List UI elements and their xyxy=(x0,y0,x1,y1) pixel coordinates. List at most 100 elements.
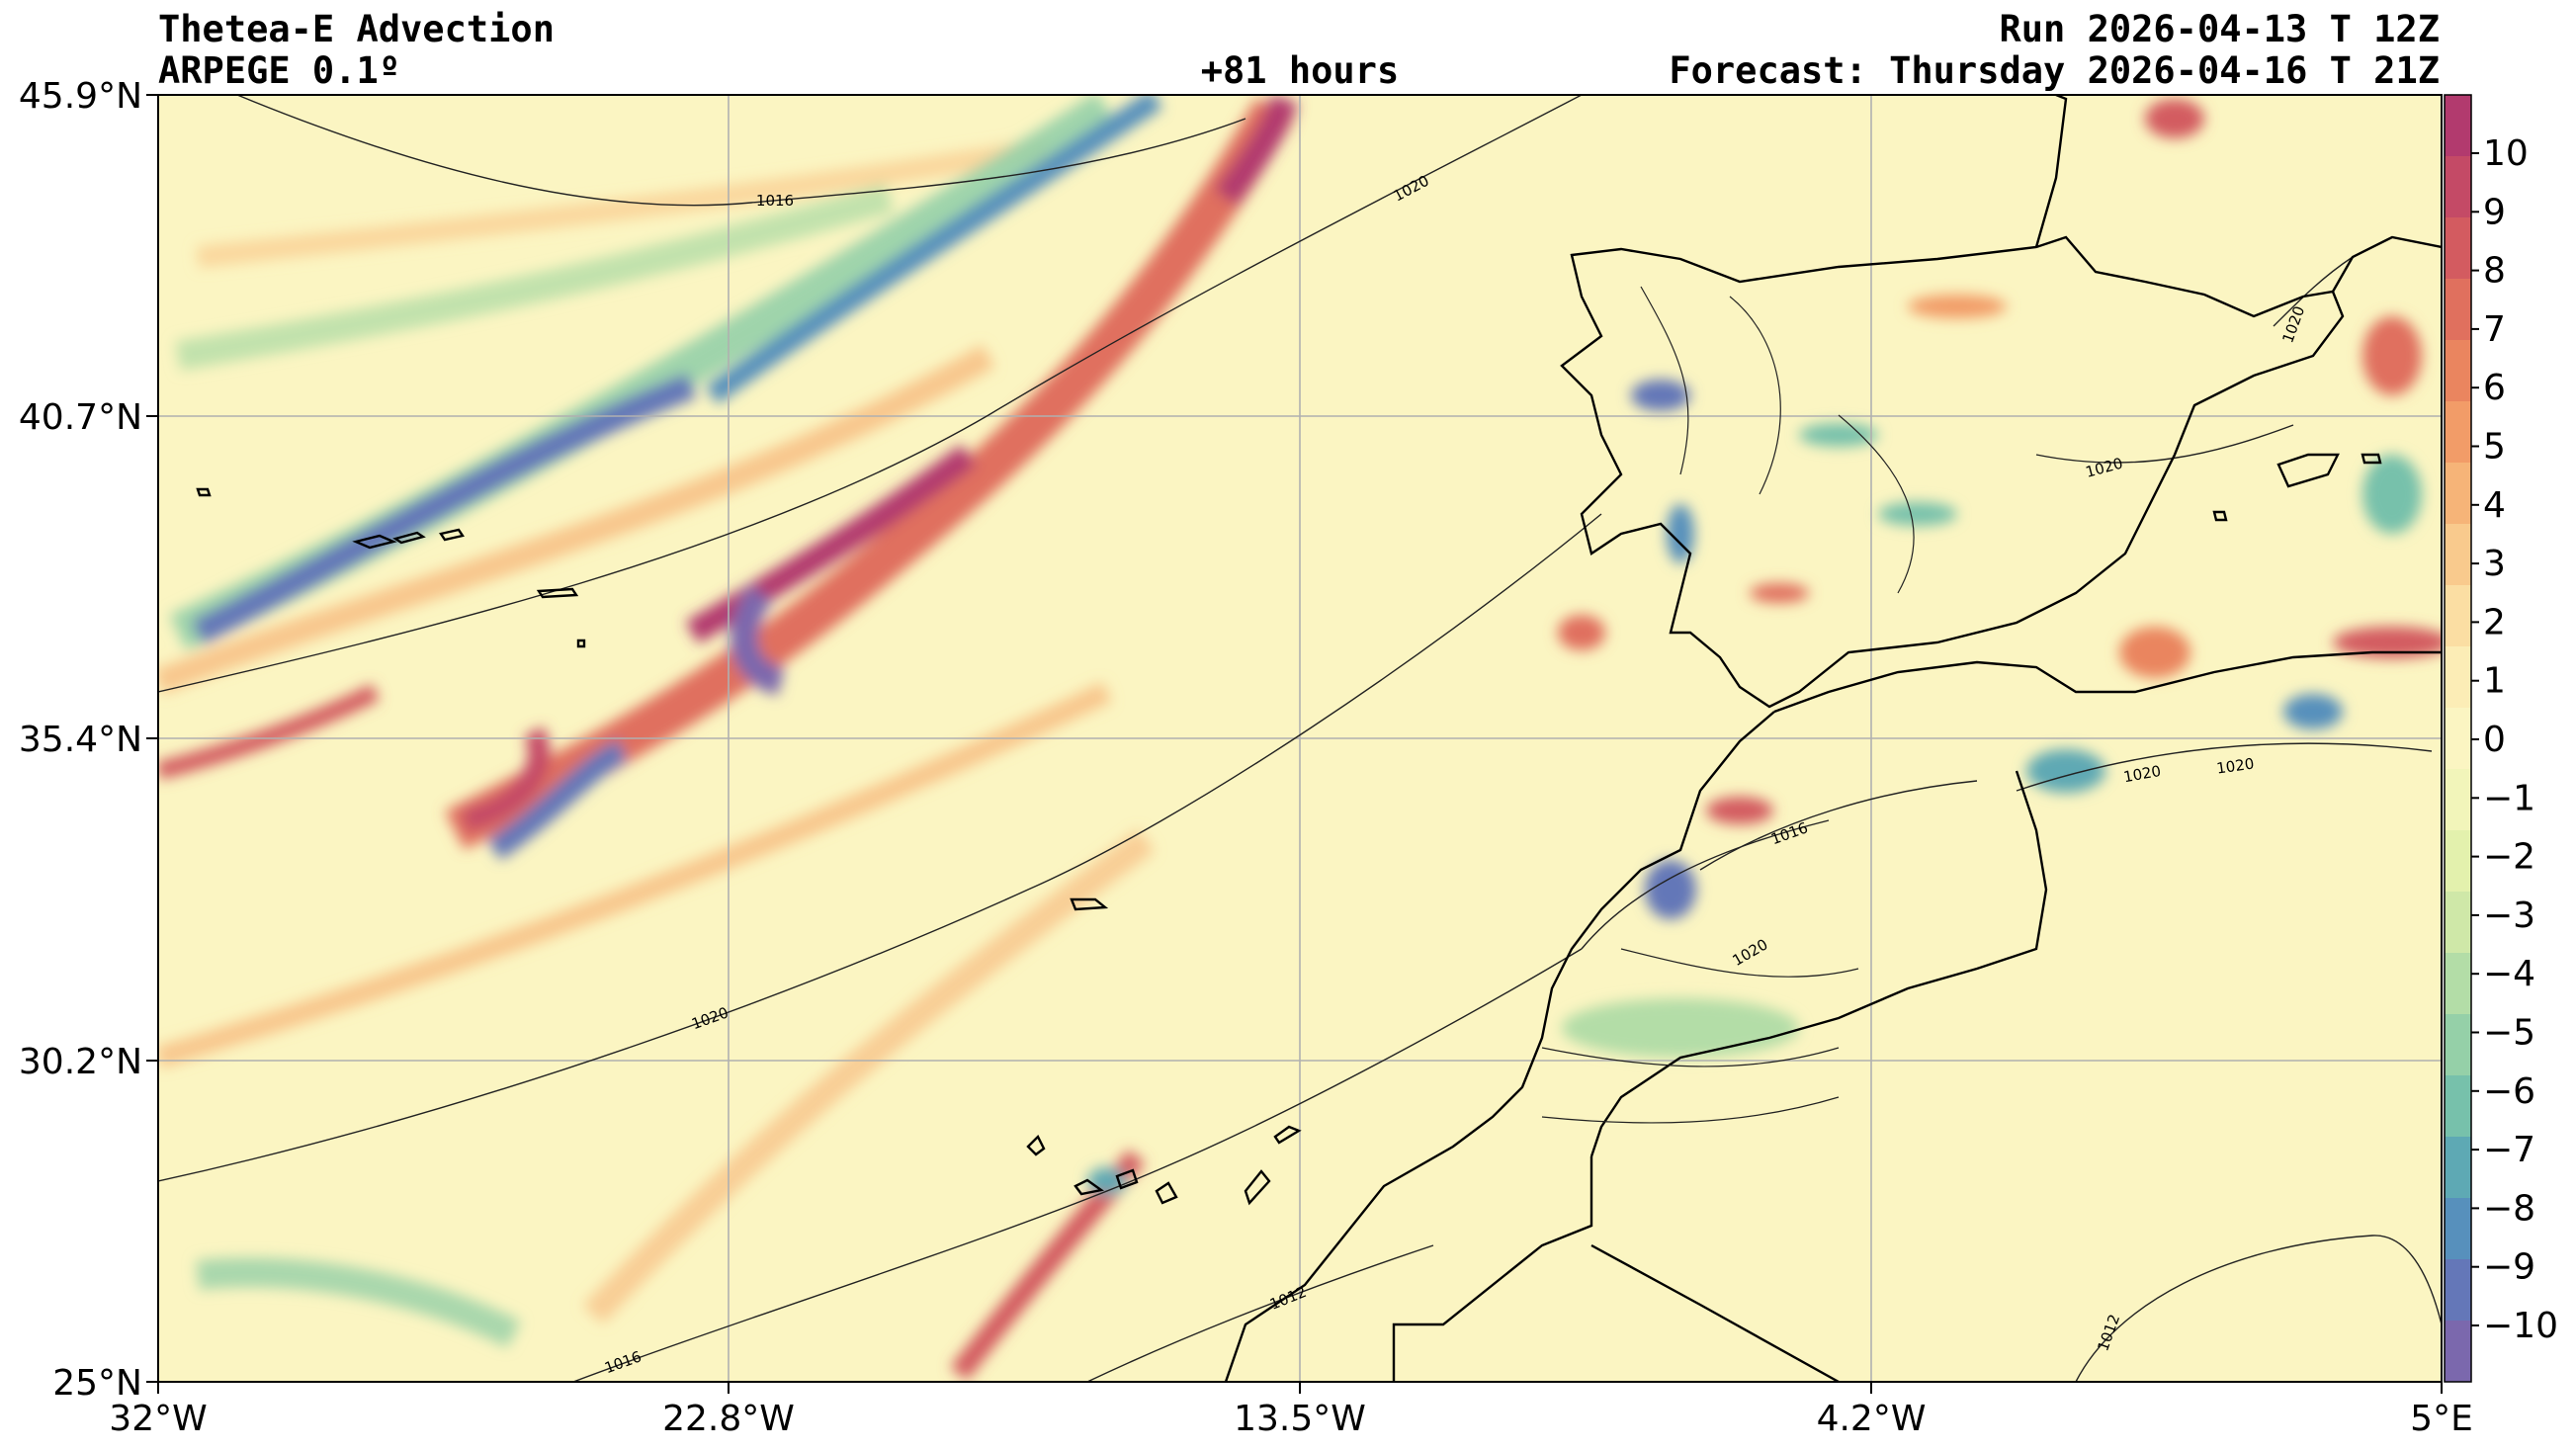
colorbar-swatches xyxy=(2445,95,2471,1383)
cool-cell xyxy=(2362,455,2422,534)
colorbar-label: 6 xyxy=(2483,368,2506,408)
cool-band xyxy=(196,1257,521,1348)
cool-cell xyxy=(1631,380,1690,411)
colorbar-label: −10 xyxy=(2483,1306,2558,1346)
colorbar-swatch xyxy=(2445,1014,2471,1076)
north-africa-coast xyxy=(1224,711,1775,1382)
cool-cell xyxy=(1645,860,1696,919)
isobar-label: 1016 xyxy=(756,192,794,210)
colorbar-label: 4 xyxy=(2483,485,2506,526)
colorbar-swatch xyxy=(2445,279,2471,341)
balearic-islands xyxy=(2212,453,2382,522)
graticule xyxy=(158,95,2442,1382)
cool-band xyxy=(705,95,1163,404)
azores-islands xyxy=(196,487,586,648)
warm-cell xyxy=(2119,627,2190,678)
warm-eddy xyxy=(462,726,551,831)
lon-tick-label: 13.5°W xyxy=(1234,1399,1366,1439)
colorbar-swatch xyxy=(2445,1259,2471,1322)
morocco-algeria-border xyxy=(1589,770,2048,1157)
iberia-coast xyxy=(1560,235,2345,709)
france-coast xyxy=(2331,235,2442,293)
warm-cell xyxy=(2362,316,2422,395)
inner-borders xyxy=(1541,286,1915,1124)
map-title: Thetea-E Advection xyxy=(158,8,555,50)
lat-tick-label: 25°N xyxy=(52,1363,142,1404)
advection-field xyxy=(158,95,2442,1381)
cool-band xyxy=(175,183,895,371)
cool-cell xyxy=(1878,502,1957,526)
warm-band xyxy=(582,828,1156,1324)
isobars xyxy=(158,95,2442,1382)
colorbar-label: 1 xyxy=(2483,661,2506,702)
lon-tick-label: 4.2°W xyxy=(1817,1399,1927,1439)
lon-tick-label: 5°E xyxy=(2410,1399,2473,1439)
colorbar-swatch xyxy=(2445,95,2471,157)
colorbar-label: −7 xyxy=(2483,1130,2535,1170)
colorbar-label: −9 xyxy=(2483,1247,2535,1288)
coastlines xyxy=(196,95,2442,1382)
cool-cell xyxy=(2283,694,2343,729)
warm-cell xyxy=(1706,797,1773,824)
colorbar-frame xyxy=(2444,94,2472,1383)
canary-islands xyxy=(1026,1125,1302,1206)
lat-tick-label: 40.7°N xyxy=(19,397,142,438)
colorbar-swatch xyxy=(2445,585,2471,647)
cool-band xyxy=(1562,998,1799,1058)
madeira-islands xyxy=(1070,897,1109,911)
colorbar-label: 3 xyxy=(2483,544,2506,584)
warm-band xyxy=(158,344,995,695)
colorbar-swatch xyxy=(2445,340,2471,402)
colorbar-swatch xyxy=(2445,646,2471,709)
front-band-core xyxy=(1214,95,1299,207)
colorbar-swatch xyxy=(2445,769,2471,831)
colorbar-swatch xyxy=(2445,1198,2471,1260)
mauritania-border xyxy=(1392,1156,1593,1382)
colorbar-label: −2 xyxy=(2483,837,2535,878)
colorbar-label: −4 xyxy=(2483,954,2535,994)
lat-tick-label: 35.4°N xyxy=(19,720,142,760)
colorbar-label: −8 xyxy=(2483,1188,2535,1229)
warm-band xyxy=(158,682,1112,1068)
colorbar-swatch xyxy=(2445,1321,2471,1383)
north-africa-coast xyxy=(1773,650,2442,714)
front-band xyxy=(158,683,381,780)
lon-axis: 32°W 22.8°W 13.5°W 4.2°W 5°E xyxy=(109,1382,2473,1439)
colorbar-label: 2 xyxy=(2483,602,2506,642)
colorbar-swatch xyxy=(2445,892,2471,954)
colorbar-swatch xyxy=(2445,953,2471,1015)
lat-axis: 45.9°N 40.7°N 35.4°N 30.2°N 25°N xyxy=(19,76,158,1404)
colorbar-swatch xyxy=(2445,463,2471,525)
france-coast xyxy=(2034,95,2068,248)
cool-cell xyxy=(1667,504,1694,563)
map-panel: 1016 1020 1020 1020 1012 1016 1020 1016 … xyxy=(158,95,2442,1382)
western-sahara-border xyxy=(1590,1243,1840,1382)
front-band-core xyxy=(685,444,977,644)
colorbar-swatch xyxy=(2445,1137,2471,1199)
colorbar-label: 10 xyxy=(2483,133,2529,174)
cool-cell xyxy=(2026,749,2105,793)
cool-eddy xyxy=(487,739,628,860)
colorbar-swatch xyxy=(2445,217,2471,280)
cool-eddy xyxy=(730,584,786,696)
colorbar-label: 0 xyxy=(2483,720,2506,760)
cool-cell xyxy=(1799,423,1878,447)
warm-cell xyxy=(1908,295,2007,318)
colorbar-label: 5 xyxy=(2483,427,2506,468)
isobar-label: 1020 xyxy=(2215,754,2255,777)
lat-tick-label: 30.2°N xyxy=(19,1042,142,1082)
run-label: Run 2026-04-13 T 12Z xyxy=(1999,8,2440,50)
warm-cell xyxy=(2333,627,2442,658)
warm-cell xyxy=(1558,615,1605,650)
colorbar-swatch xyxy=(2445,1075,2471,1138)
forecast-label: Forecast: Thursday 2026-04-16 T 21Z xyxy=(1669,49,2440,92)
lead-time-label: +81 hours xyxy=(1201,49,1399,92)
colorbar-label: −5 xyxy=(2483,1013,2535,1054)
colorbar-label: −1 xyxy=(2483,778,2535,818)
colorbar-label: 7 xyxy=(2483,309,2506,350)
model-label: ARPEGE 0.1º xyxy=(158,49,400,92)
lon-tick-label: 32°W xyxy=(109,1399,207,1439)
